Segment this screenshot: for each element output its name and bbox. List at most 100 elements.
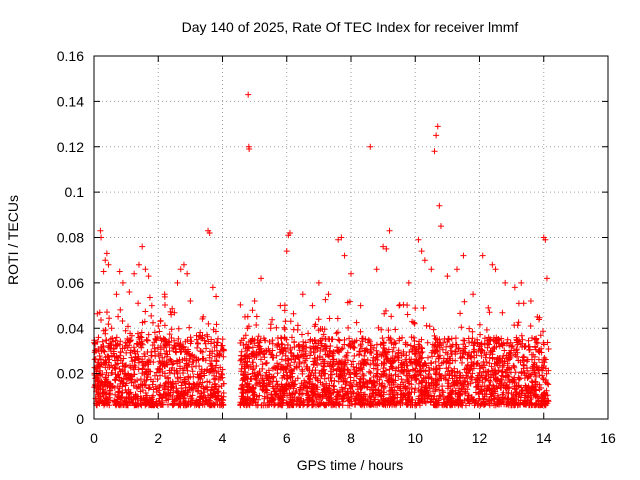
data-point — [444, 273, 451, 280]
x-axis-label: GPS time / hours — [297, 457, 404, 473]
data-point — [511, 284, 518, 291]
y-axis-ticks: 0 0.02 0.04 0.06 0.08 0.1 0.12 0.14 0.16 — [57, 48, 608, 427]
y-tick-label: 0.14 — [57, 93, 84, 109]
data-point — [527, 298, 534, 305]
data-point — [213, 293, 220, 300]
data-point — [100, 268, 107, 275]
data-point — [542, 236, 549, 243]
data-point — [94, 366, 101, 373]
y-axis-label: ROTI / TECUs — [5, 195, 21, 285]
data-point — [241, 313, 248, 320]
y-tick-label: 0.12 — [57, 139, 84, 155]
data-point — [492, 266, 499, 273]
y-tick-label: 0.16 — [57, 48, 84, 64]
data-point — [502, 279, 509, 286]
data-point — [373, 266, 380, 273]
data-point — [209, 284, 216, 291]
data-point — [543, 275, 550, 282]
x-tick-label: 0 — [90, 430, 98, 446]
x-axis-ticks: 0 2 4 6 8 10 12 14 16 — [90, 56, 616, 446]
data-point — [489, 261, 496, 268]
dense-point-cloud — [91, 293, 552, 409]
data-point — [267, 325, 274, 332]
data-point — [193, 336, 200, 343]
data-point — [177, 266, 184, 273]
data-point — [415, 236, 422, 243]
data-point — [155, 322, 162, 329]
data-point — [338, 234, 345, 241]
data-point — [139, 243, 146, 250]
data-point — [431, 148, 438, 155]
data-point — [383, 245, 390, 252]
data-point — [161, 291, 168, 298]
x-tick-label: 10 — [407, 430, 423, 446]
data-point — [437, 223, 444, 230]
data-point — [258, 275, 265, 282]
y-tick-label: 0.02 — [57, 366, 84, 382]
data-point — [97, 227, 104, 234]
data-points — [92, 91, 550, 382]
data-point — [148, 302, 155, 309]
x-tick-label: 2 — [154, 430, 162, 446]
data-point — [380, 243, 387, 250]
data-point — [299, 291, 306, 298]
data-point — [251, 298, 258, 305]
y-tick-label: 0.08 — [57, 230, 84, 246]
data-point — [168, 311, 175, 318]
y-tick-label: 0.06 — [57, 275, 84, 291]
data-point — [405, 279, 412, 286]
data-point — [187, 298, 194, 305]
data-point — [245, 91, 252, 98]
roti-dense-markers — [91, 293, 552, 409]
data-point — [105, 261, 112, 268]
data-point — [386, 227, 393, 234]
data-point — [131, 270, 138, 277]
data-point — [434, 123, 441, 130]
data-point — [315, 279, 322, 286]
data-point — [174, 279, 181, 286]
data-point — [335, 236, 342, 243]
data-point — [518, 279, 525, 286]
data-point — [108, 325, 115, 332]
y-tick-label: 0 — [76, 411, 84, 427]
data-point — [277, 302, 284, 309]
chart-title: Day 140 of 2025, Rate Of TEC Index for r… — [182, 19, 519, 35]
data-point — [421, 257, 428, 264]
y-tick-label: 0.04 — [57, 320, 84, 336]
x-tick-label: 12 — [472, 430, 488, 446]
data-point — [217, 347, 224, 354]
data-point — [246, 146, 253, 153]
data-point — [396, 302, 403, 309]
data-point — [357, 302, 364, 309]
data-point — [145, 273, 152, 280]
data-point — [135, 261, 142, 268]
x-tick-label: 16 — [600, 430, 616, 446]
data-point — [206, 229, 213, 236]
x-tick-label: 14 — [536, 430, 552, 446]
y-tick-label: 0.1 — [65, 184, 85, 200]
x-tick-label: 6 — [283, 430, 291, 446]
data-point — [200, 313, 207, 320]
data-point — [119, 279, 126, 286]
data-point — [433, 132, 440, 139]
data-point — [116, 268, 123, 275]
data-point — [103, 250, 110, 257]
data-point — [286, 229, 293, 236]
data-point — [470, 291, 477, 298]
x-tick-label: 8 — [347, 430, 355, 446]
data-point — [367, 143, 374, 150]
data-point — [418, 248, 425, 255]
data-point — [102, 257, 109, 264]
data-point — [283, 248, 290, 255]
data-point — [460, 252, 467, 259]
data-point — [325, 291, 332, 298]
data-point — [184, 270, 191, 277]
data-point — [142, 266, 149, 273]
data-point — [348, 270, 354, 277]
data-point — [180, 261, 187, 268]
data-point — [126, 288, 133, 295]
data-point — [428, 266, 435, 273]
data-point — [534, 313, 541, 320]
data-point — [95, 347, 102, 354]
